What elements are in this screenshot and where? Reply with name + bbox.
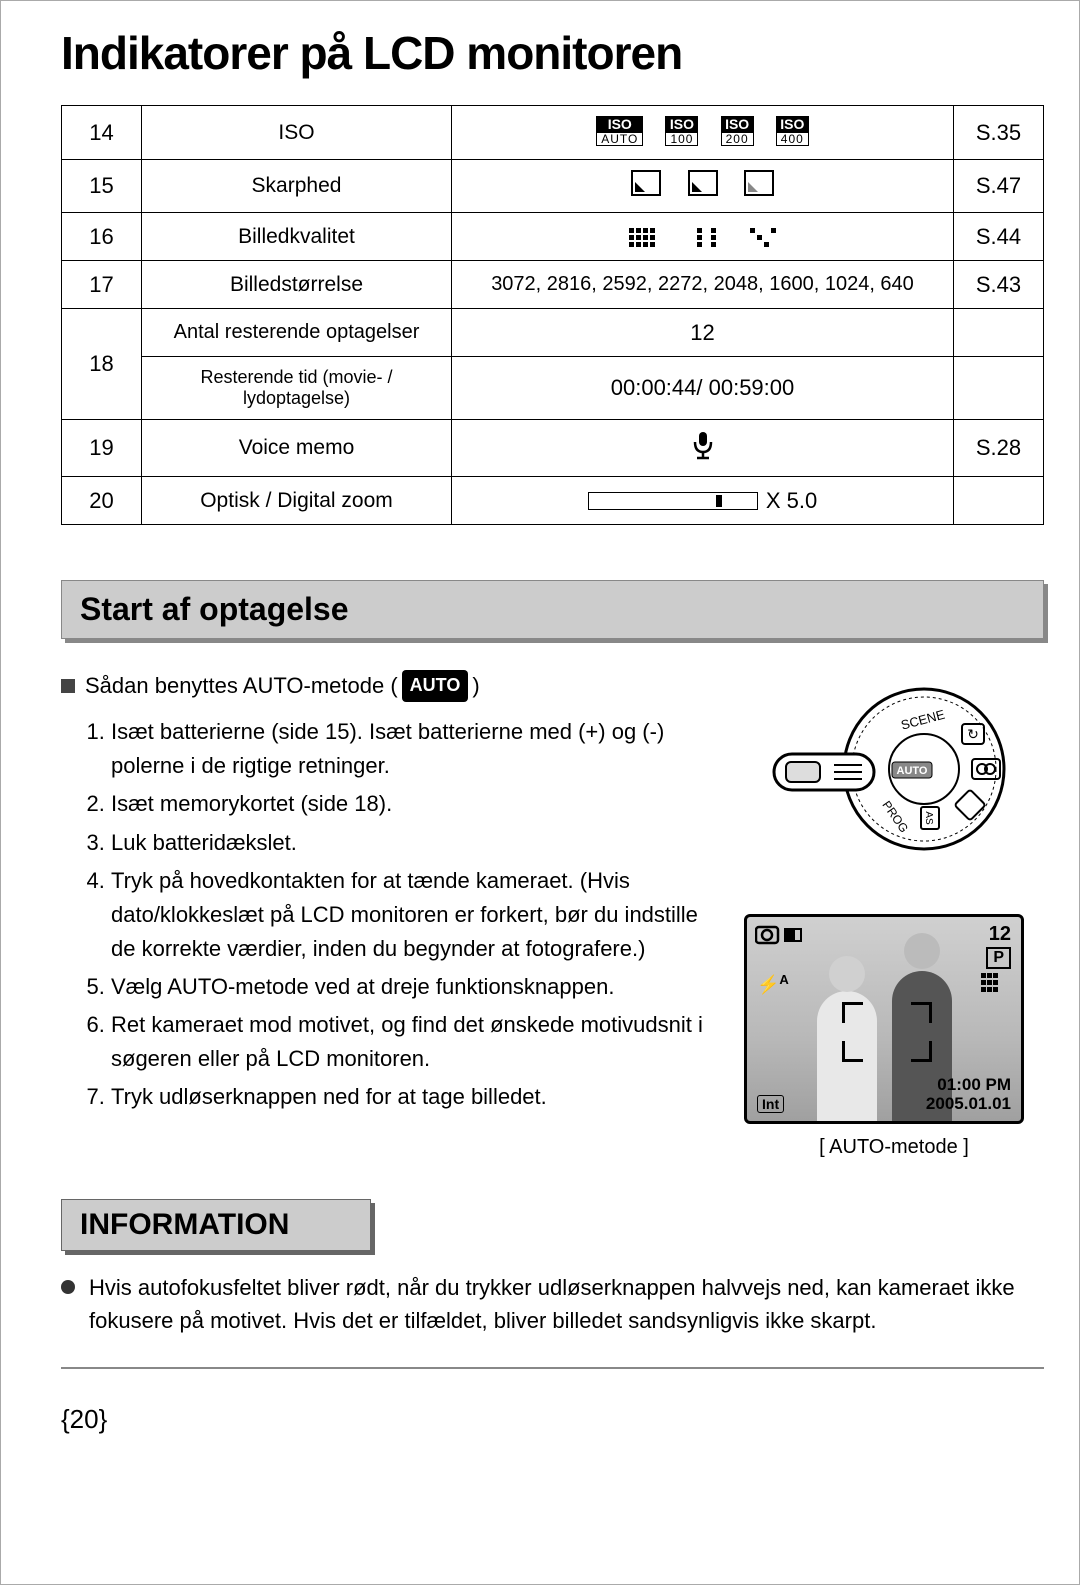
intro-line: Sådan benyttes AUTO-metode ( AUTO ) [61, 669, 714, 703]
iso-auto-icon: ISOAUTO [596, 116, 643, 146]
sharp-hard-icon [631, 170, 661, 196]
step-item: Tryk udløserknappen ned for at tage bill… [111, 1080, 714, 1114]
memory-icon: Int [757, 1095, 784, 1113]
row-page [954, 357, 1044, 420]
step-item: Tryk på hovedkontakten for at tænde kame… [111, 864, 714, 966]
auto-badge-icon: AUTO [402, 670, 469, 702]
steps-list: Isæt batterierne (side 15). Isæt batteri… [61, 715, 714, 1114]
quality-economy-icon [750, 228, 776, 247]
content-text: Sådan benyttes AUTO-metode ( AUTO ) Isæt… [61, 669, 714, 1159]
page-number: {20} [61, 1404, 1044, 1435]
row-label: Billedkvalitet [142, 213, 452, 261]
table-row: 20 Optisk / Digital zoom X 5.0 [62, 477, 1044, 525]
iso-200-icon: ISO200 [721, 116, 754, 146]
manual-page: Indikatorer på LCD monitoren 14 ISO ISOA… [0, 0, 1080, 1585]
row-page: S.44 [954, 213, 1044, 261]
table-row: 14 ISO ISOAUTO ISO100 ISO200 ISO400 S.35 [62, 106, 1044, 160]
table-row: 16 Billedkvalitet S.44 [62, 213, 1044, 261]
quality-fine-icon [629, 228, 655, 247]
intro-prefix: Sådan benyttes AUTO-metode ( [85, 669, 398, 703]
iso-100-icon: ISO100 [665, 116, 698, 146]
table-row: 19 Voice memo S.28 [62, 420, 1044, 477]
content-illustrations: AUTO SCENE ↻ AS PROG [744, 669, 1044, 1159]
zoom-indicator: X 5.0 [452, 477, 954, 525]
iso-400-icon: ISO400 [776, 116, 809, 146]
step-item: Ret kameraet mod motivet, og find det øn… [111, 1008, 714, 1076]
row-num: 19 [62, 420, 142, 477]
step-item: Isæt batterierne (side 15). Isæt batteri… [111, 715, 714, 783]
mic-icon [452, 420, 954, 477]
camera-icon [755, 923, 805, 952]
sharp-normal-icon [688, 170, 718, 196]
content-row: Sådan benyttes AUTO-metode ( AUTO ) Isæt… [61, 669, 1044, 1159]
square-bullet-icon [61, 679, 75, 693]
lcd-preview: 12 P ⚡A 01:00 PM 2005.01.01 Int [744, 914, 1024, 1124]
step-item: Vælg AUTO-metode ved at dreje funktionsk… [111, 970, 714, 1004]
section-header: Start af optagelse [61, 580, 1044, 639]
row-label: Antal resterende optagelser [142, 309, 452, 357]
lcd-caption: [ AUTO-metode ] [744, 1136, 1044, 1159]
row-page [954, 477, 1044, 525]
info-section: INFORMATION Hvis autofokusfeltet bliver … [61, 1159, 1044, 1369]
flash-icon: ⚡A [757, 972, 789, 995]
size-values: 3072, 2816, 2592, 2272, 2048, 1600, 1024… [452, 261, 954, 309]
row-num: 20 [62, 477, 142, 525]
row-page: S.43 [954, 261, 1044, 309]
indicator-table: 14 ISO ISOAUTO ISO100 ISO200 ISO400 S.35… [61, 105, 1044, 525]
row-page: S.47 [954, 160, 1044, 213]
step-item: Isæt memorykortet (side 18). [111, 787, 714, 821]
row-num: 16 [62, 213, 142, 261]
page-title: Indikatorer på LCD monitoren [61, 26, 1044, 80]
svg-text:↻: ↻ [967, 726, 979, 742]
lcd-datetime: 01:00 PM 2005.01.01 [926, 1076, 1011, 1113]
zoom-value: X 5.0 [766, 488, 817, 513]
info-header: INFORMATION [61, 1199, 371, 1251]
quality-normal-icon [690, 228, 716, 247]
row-label: Skarphed [142, 160, 452, 213]
sharp-soft-icon [744, 170, 774, 196]
row-label: Resterende tid (movie- / lydoptagelse) [142, 357, 452, 420]
row-label: Billedstørrelse [142, 261, 452, 309]
mode-dial-icon: AUTO SCENE ↻ AS PROG [744, 669, 1014, 869]
row-num: 15 [62, 160, 142, 213]
sharpness-icons [452, 160, 954, 213]
iso-icons: ISOAUTO ISO100 ISO200 ISO400 [452, 106, 954, 160]
row-page: S.35 [954, 106, 1044, 160]
svg-text:AS: AS [923, 812, 934, 826]
step-item: Luk batteridækslet. [111, 826, 714, 860]
remaining-shots: 12 [452, 309, 954, 357]
row-num: 18 [62, 309, 142, 420]
row-page: S.28 [954, 420, 1044, 477]
row-num: 14 [62, 106, 142, 160]
row-label: Optisk / Digital zoom [142, 477, 452, 525]
section-title: Start af optagelse [80, 591, 1025, 628]
lcd-count: 12 P [967, 923, 1011, 992]
focus-bracket-icon [842, 1002, 932, 1062]
intro-suffix: ) [472, 669, 479, 703]
remaining-time: 00:00:44/ 00:59:00 [452, 357, 954, 420]
row-page [954, 309, 1044, 357]
table-row: 15 Skarphed S.47 [62, 160, 1044, 213]
table-row: 18 Antal resterende optagelser 12 [62, 309, 1044, 357]
table-row: 17 Billedstørrelse 3072, 2816, 2592, 227… [62, 261, 1044, 309]
zoom-bar-icon [588, 492, 758, 510]
info-text: Hvis autofokusfeltet bliver rødt, når du… [61, 1271, 1044, 1337]
row-num: 17 [62, 261, 142, 309]
table-row: Resterende tid (movie- / lydoptagelse) 0… [62, 357, 1044, 420]
info-title: INFORMATION [80, 1208, 352, 1242]
row-label: ISO [142, 106, 452, 160]
quality-icons [452, 213, 954, 261]
row-label: Voice memo [142, 420, 452, 477]
svg-text:AUTO: AUTO [897, 765, 928, 777]
